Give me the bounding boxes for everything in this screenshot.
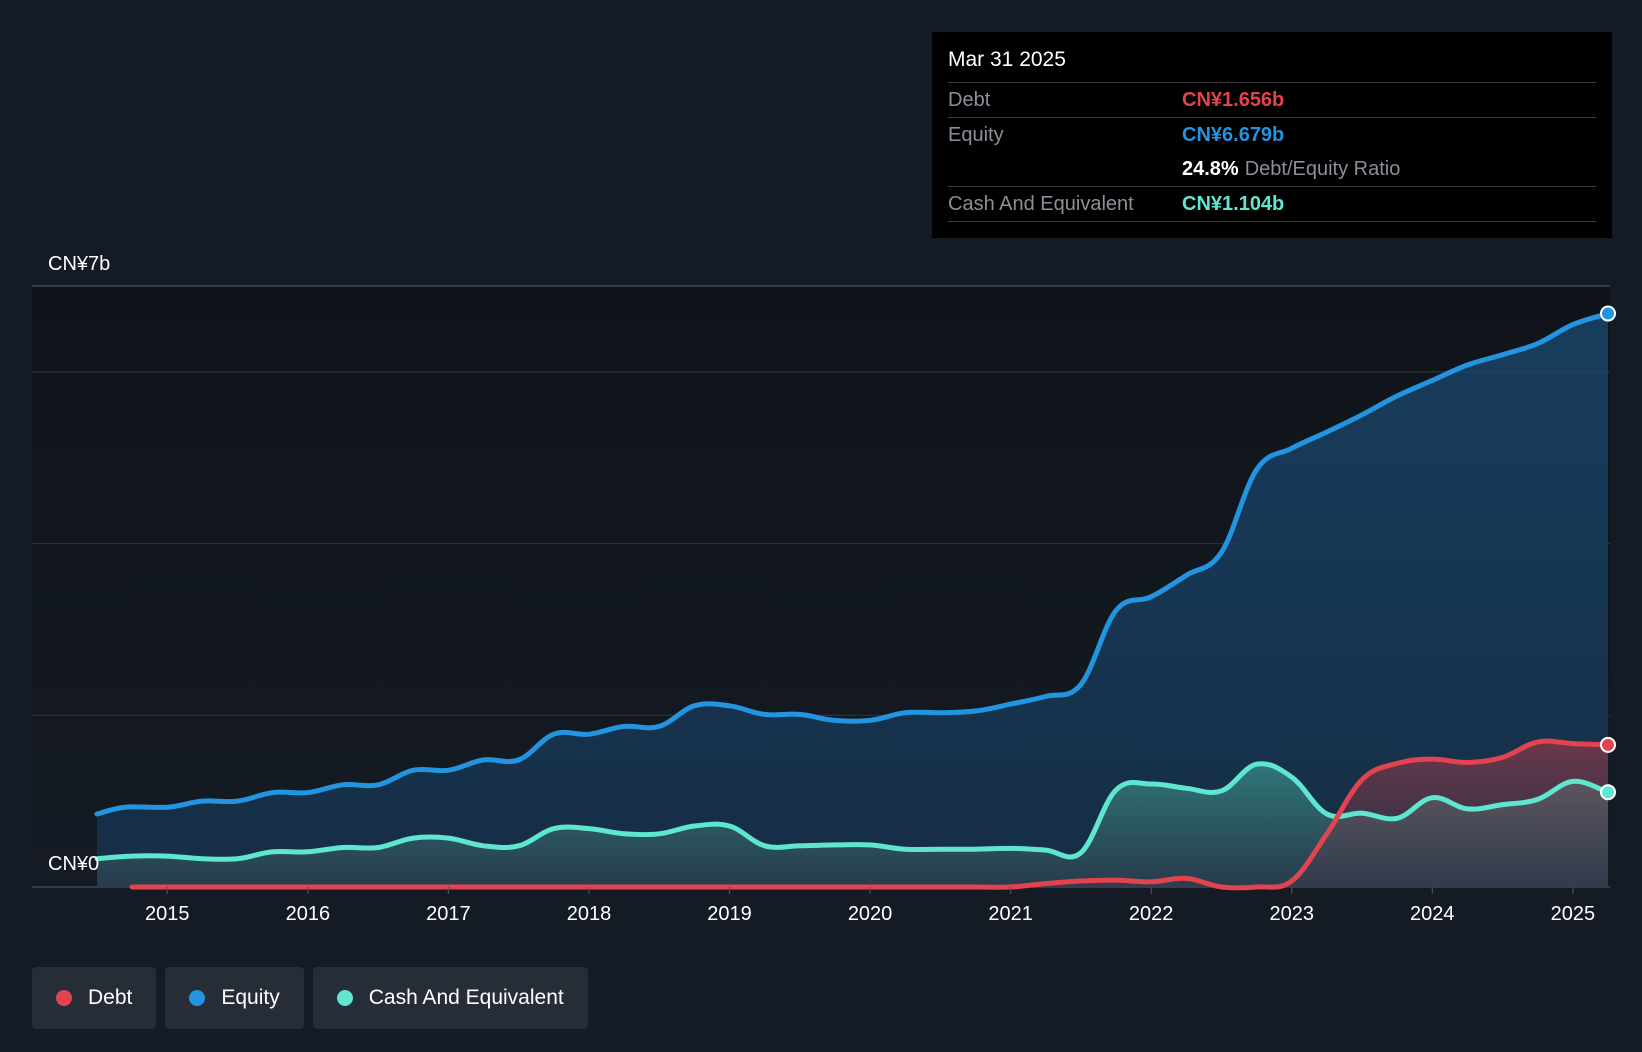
tooltip-debt-row: Debt CN¥1.656b bbox=[948, 83, 1596, 118]
x-tick-label-2021: 2021 bbox=[988, 903, 1033, 925]
tooltip-ratio-label: Debt/Equity Ratio bbox=[1244, 158, 1401, 180]
series-areas bbox=[97, 313, 1609, 888]
equity-area bbox=[97, 313, 1608, 888]
tooltip-panel: Mar 31 2025 Debt CN¥1.656b Equity CN¥6.6… bbox=[932, 32, 1612, 238]
debt-end-point bbox=[1600, 736, 1616, 753]
tooltip-ratio-row: 24.8% Debt/Equity Ratio bbox=[948, 152, 1596, 187]
legend-item-debt[interactable]: Debt bbox=[32, 967, 157, 1029]
tooltip-date: Mar 31 2025 bbox=[948, 46, 1596, 83]
equity-line bbox=[94, 311, 1611, 817]
tooltip-ratio-spacer bbox=[948, 152, 1182, 186]
x-tick-label-2016: 2016 bbox=[286, 903, 331, 925]
legend-dot-equity bbox=[189, 990, 206, 1006]
x-tick-label-2023: 2023 bbox=[1269, 903, 1314, 925]
x-tick-label-2025: 2025 bbox=[1551, 903, 1596, 925]
legend-dot-cash bbox=[336, 990, 353, 1006]
cash-and-equivalent-area bbox=[97, 763, 1608, 887]
debt-line bbox=[129, 738, 1611, 891]
x-tick-label-2015: 2015 bbox=[145, 903, 190, 925]
tooltip-cash-value: CN¥1.104b bbox=[1182, 193, 1285, 215]
tooltip-cash-label: Cash And Equivalent bbox=[948, 193, 1134, 215]
tooltip-equity-value: CN¥6.679b bbox=[1182, 124, 1285, 146]
equity-end-point bbox=[1600, 305, 1616, 322]
legend-item-cash[interactable]: Cash And Equivalent bbox=[312, 967, 588, 1029]
x-tick-label-2020: 2020 bbox=[848, 903, 893, 925]
x-axis-ticks: 2015 2016 2017 2018 2019 2020 2021 2022 2023 2024… bbox=[145, 887, 1595, 925]
x-tick-label-2022: 2022 bbox=[1129, 903, 1174, 925]
cash-and-equivalent-end-point bbox=[1600, 784, 1616, 801]
y-axis-top-label: CN¥7b bbox=[48, 253, 110, 275]
x-tick-label-2019: 2019 bbox=[707, 903, 752, 925]
legend-label-debt: Debt bbox=[88, 986, 133, 1009]
tooltip-debt-label: Debt bbox=[948, 89, 991, 111]
legend-item-equity[interactable]: Equity bbox=[165, 967, 304, 1029]
y-axis-bottom-label: CN¥0 bbox=[48, 853, 99, 875]
tooltip-cash-row: Cash And Equivalent CN¥1.104b bbox=[948, 187, 1596, 222]
tooltip-ratio-value: 24.8% bbox=[1182, 158, 1239, 180]
cash-and-equivalent-line bbox=[94, 761, 1611, 862]
debt-area bbox=[132, 741, 1609, 888]
x-tick-label-2024: 2024 bbox=[1410, 903, 1455, 925]
tooltip-equity-label: Equity bbox=[948, 124, 1004, 146]
tooltip-equity-row: Equity CN¥6.679b bbox=[948, 118, 1596, 152]
series-lines bbox=[94, 305, 1616, 891]
legend-dot-debt bbox=[56, 990, 72, 1006]
chart-legend: Debt Equity Cash And Equivalent bbox=[32, 967, 588, 1029]
x-tick-label-2017: 2017 bbox=[426, 903, 471, 925]
legend-label-cash: Cash And Equivalent bbox=[368, 986, 564, 1009]
tooltip-debt-value: CN¥1.656b bbox=[1182, 89, 1285, 111]
x-tick-label-2018: 2018 bbox=[567, 903, 612, 925]
legend-label-equity: Equity bbox=[221, 986, 280, 1009]
